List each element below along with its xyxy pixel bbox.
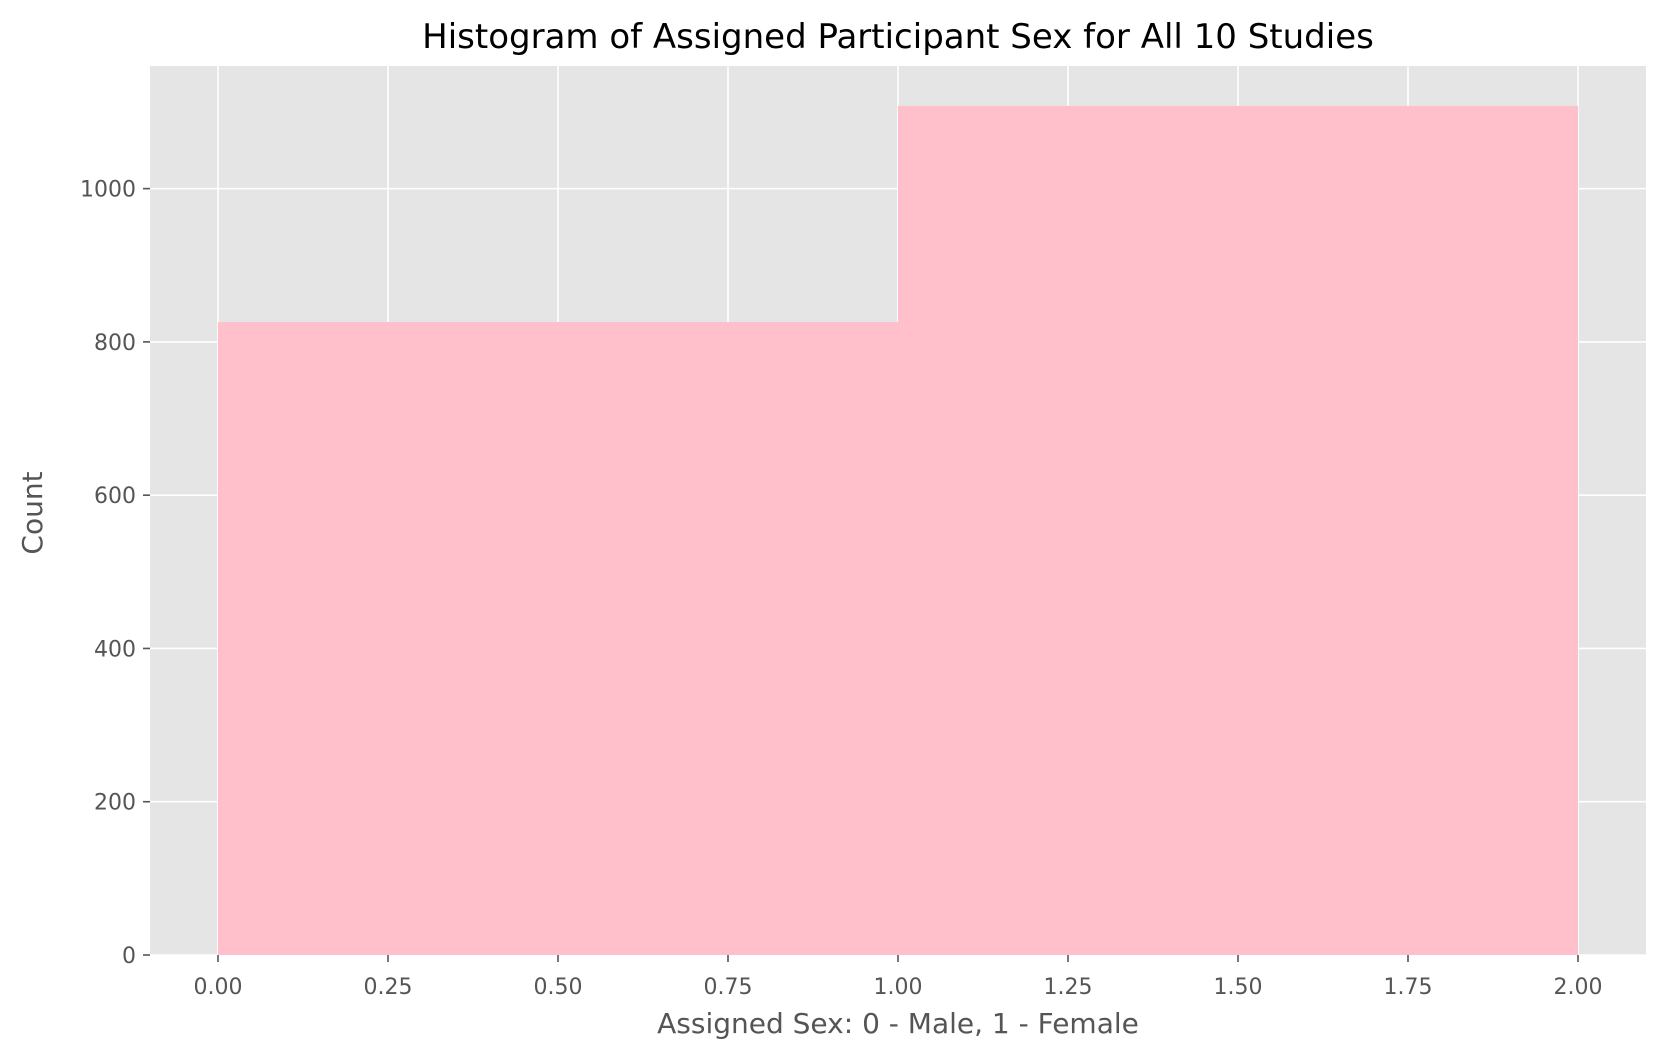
histogram-bar-1 [898, 105, 1578, 955]
x-tick-label: 0.00 [194, 975, 243, 1000]
x-tick-label: 0.25 [364, 975, 413, 1000]
x-tick-label: 1.50 [1214, 975, 1263, 1000]
y-tick-label: 600 [94, 484, 136, 509]
x-tick-label: 0.75 [704, 975, 753, 1000]
x-axis-label: Assigned Sex: 0 - Male, 1 - Female [657, 1007, 1139, 1040]
x-tick-label: 1.00 [874, 975, 923, 1000]
chart-title: Histogram of Assigned Participant Sex fo… [422, 17, 1374, 57]
y-axis-ticks: 0 200 400 600 800 1000 [80, 178, 150, 969]
y-tick-label: 400 [94, 637, 136, 662]
histogram-bar-0 [218, 321, 898, 955]
x-axis-ticks: 0.00 0.25 0.50 0.75 1.00 1.25 1.50 1.75 2.00 [194, 955, 1603, 1000]
x-tick-label: 2.00 [1554, 975, 1603, 1000]
x-tick-label: 0.50 [534, 975, 583, 1000]
bars [218, 105, 1578, 955]
y-tick-label: 1000 [80, 178, 136, 203]
x-tick-label: 1.25 [1044, 975, 1093, 1000]
y-tick-label: 0 [122, 944, 136, 969]
x-tick-label: 1.75 [1384, 975, 1433, 1000]
y-tick-label: 200 [94, 791, 136, 816]
y-axis-label: Count [16, 471, 49, 554]
y-tick-label: 800 [94, 331, 136, 356]
